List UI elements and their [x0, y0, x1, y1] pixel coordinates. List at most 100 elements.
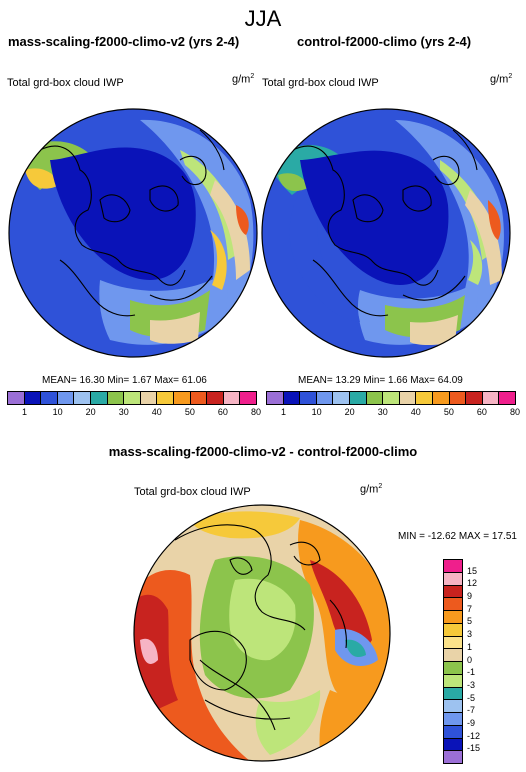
panel-1-units-base: g/m — [232, 73, 251, 86]
legend-tick-label: -9 — [467, 717, 476, 728]
panel-2-stats: MEAN= 13.29 Min= 1.66 Max= 64.09 — [298, 375, 463, 386]
panel-2-heading: control-f2000-climo (yrs 2-4) — [297, 34, 472, 49]
legend-swatch — [444, 610, 462, 623]
legend-tick-label: 1 — [467, 641, 473, 652]
panel-2-units-base: g/m — [490, 73, 509, 86]
colorbar-tick-label: 1 — [281, 407, 287, 417]
colorbar-swatch — [172, 392, 190, 404]
legend-swatch — [444, 661, 462, 674]
panel-2-units-exp: 2 — [508, 73, 513, 80]
diff-units: g/m2 — [360, 483, 382, 496]
colorbar-swatch — [239, 392, 256, 404]
colorbar-tick-label: 30 — [118, 407, 129, 417]
legend-swatch — [444, 673, 462, 687]
colorbar-swatch — [382, 392, 399, 404]
panel-1-heading: mass-scaling-f2000-climo-v2 (yrs 2-4) — [8, 34, 240, 49]
colorbar-tick-label: 10 — [311, 407, 322, 417]
colorbar-swatch — [465, 392, 482, 404]
colorbar-tick-label: 60 — [217, 407, 228, 417]
legend-tick-label: -3 — [467, 679, 476, 690]
colorbar-swatch — [189, 392, 207, 404]
colorbar-swatch — [89, 392, 107, 404]
legend-tick-label: 9 — [467, 591, 473, 602]
colorbar-swatch — [481, 392, 499, 404]
panel-2-units: g/m2 — [490, 73, 512, 86]
colorbar-swatch — [498, 392, 515, 404]
colorbar-tick-label: 20 — [344, 407, 355, 417]
legend-tick-label: 12 — [467, 578, 478, 589]
colorbar-panel-1 — [7, 391, 257, 405]
legend-tick-label: 15 — [467, 565, 478, 576]
legend-swatch — [444, 584, 462, 598]
colorbar-tick-label: 30 — [377, 407, 388, 417]
colorbar-swatch — [365, 392, 383, 404]
colorbar-tick-label: 40 — [151, 407, 162, 417]
colorbar-swatch — [282, 392, 300, 404]
colorbar-swatch — [40, 392, 57, 404]
colorbar-swatch — [448, 392, 466, 404]
diff-units-base: g/m — [360, 483, 379, 496]
panel-1-units: g/m2 — [232, 73, 254, 86]
colorbar-panel-2 — [266, 391, 516, 405]
diff-min-max: MIN = -12.62 MAX = 17.51 — [398, 531, 517, 542]
legend-tick-label: 3 — [467, 629, 473, 640]
colorbar-swatch — [123, 392, 140, 404]
colorbar-panel-2-labels: 1 10 20 30 40 50 60 80 — [266, 407, 520, 419]
difference-legend — [443, 559, 463, 764]
colorbar-tick-label: 1 — [22, 407, 28, 417]
colorbar-tick-label: 10 — [52, 407, 63, 417]
difference-legend-labels: 15 12 9 7 5 3 1 0 -1 -3 -5 -7 -9 -12 -15 — [467, 559, 507, 764]
colorbar-swatch — [139, 392, 157, 404]
colorbar-tick-label: 60 — [476, 407, 487, 417]
colorbar-tick-label: 80 — [250, 407, 261, 417]
legend-swatch — [444, 737, 462, 751]
colorbar-swatch — [267, 392, 283, 404]
legend-swatch — [444, 712, 462, 725]
legend-tick-label: -12 — [467, 730, 481, 741]
colorbar-swatch — [8, 392, 24, 404]
legend-swatch — [444, 686, 462, 700]
colorbar-swatch — [398, 392, 416, 404]
panel-2-variable-label: Total grd-box cloud IWP — [262, 77, 379, 89]
colorbar-swatch — [23, 392, 41, 404]
colorbar-swatch — [106, 392, 124, 404]
colorbar-swatch — [431, 392, 449, 404]
legend-tick-label: -7 — [467, 705, 476, 716]
colorbar-tick-label: 20 — [85, 407, 96, 417]
colorbar-tick-label: 50 — [443, 407, 454, 417]
panel-1-stats: MEAN= 16.30 Min= 1.67 Max= 61.06 — [42, 375, 207, 386]
colorbar-swatch — [156, 392, 173, 404]
legend-swatch — [444, 724, 462, 738]
colorbar-swatch — [222, 392, 240, 404]
colorbar-tick-label: 80 — [509, 407, 520, 417]
colorbar-swatch — [73, 392, 90, 404]
colorbar-swatch — [348, 392, 366, 404]
diff-variable-label: Total grd-box cloud IWP — [134, 486, 251, 498]
colorbar-tick-label: 50 — [184, 407, 195, 417]
diff-heading: mass-scaling-f2000-climo-v2 - control-f2… — [108, 444, 418, 459]
panel-1-units-exp: 2 — [250, 73, 255, 80]
colorbar-panel-1-labels: 1 10 20 30 40 50 60 80 — [7, 407, 261, 419]
legend-swatch — [444, 750, 462, 763]
legend-tick-label: 5 — [467, 616, 473, 627]
legend-tick-label: -5 — [467, 692, 476, 703]
colorbar-swatch — [332, 392, 349, 404]
legend-swatch — [444, 571, 462, 585]
colorbar-swatch — [299, 392, 316, 404]
legend-swatch — [444, 622, 462, 636]
legend-swatch — [444, 597, 462, 610]
colorbar-swatch — [56, 392, 74, 404]
panel-1-variable-label: Total grd-box cloud IWP — [7, 77, 124, 89]
colorbar-swatch — [315, 392, 333, 404]
legend-tick-label: -1 — [467, 667, 476, 678]
colorbar-swatch — [415, 392, 432, 404]
legend-tick-label: -15 — [467, 743, 481, 754]
legend-tick-label: 7 — [467, 603, 473, 614]
colorbar-swatch — [206, 392, 223, 404]
colorbar-tick-label: 40 — [410, 407, 421, 417]
legend-swatch — [444, 635, 462, 649]
legend-swatch — [444, 699, 462, 712]
